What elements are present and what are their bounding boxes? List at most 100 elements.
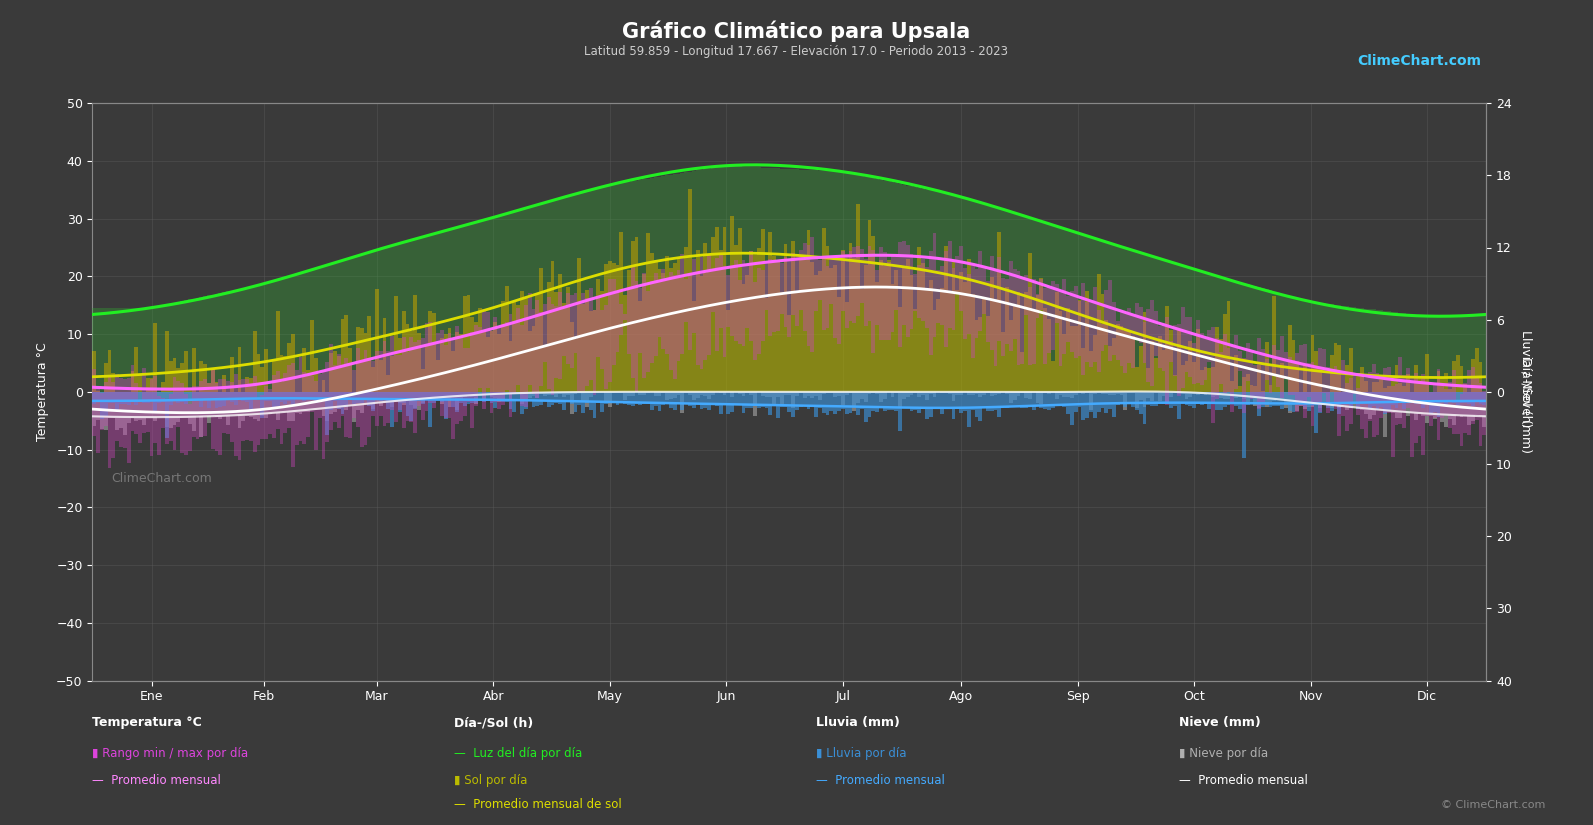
Bar [849, 392, 852, 394]
Bar [784, 169, 787, 244]
Bar [1276, 293, 1281, 375]
Bar [685, 280, 688, 322]
Bar [1177, 265, 1180, 329]
Bar [1013, 214, 1016, 306]
Bar [773, 168, 776, 256]
Bar [1287, 392, 1292, 411]
Bar [1440, 392, 1445, 402]
Bar [726, 392, 730, 414]
Bar [1448, 392, 1451, 419]
Bar [707, 392, 710, 410]
Bar [1238, 392, 1243, 397]
Bar [983, 392, 986, 408]
Bar [913, 274, 918, 311]
Bar [1478, 316, 1483, 362]
Bar [1180, 392, 1185, 394]
Bar [298, 273, 303, 392]
Bar [142, 308, 147, 392]
Bar [997, 392, 1002, 417]
Bar [387, 247, 390, 375]
Bar [1066, 308, 1070, 392]
Bar [456, 332, 459, 392]
Bar [1273, 346, 1276, 376]
Text: © ClimeChart.com: © ClimeChart.com [1440, 800, 1545, 810]
Bar [475, 222, 478, 322]
Bar [937, 270, 940, 323]
Bar [413, 392, 417, 408]
Bar [589, 191, 593, 311]
Bar [1043, 392, 1047, 393]
Bar [161, 305, 166, 382]
Bar [615, 184, 620, 265]
Bar [177, 302, 180, 368]
Bar [406, 242, 409, 324]
Bar [1407, 368, 1410, 408]
Bar [1391, 392, 1394, 412]
Y-axis label: Lluvia / Nieve (mm): Lluvia / Nieve (mm) [1520, 330, 1532, 454]
Bar [390, 392, 393, 407]
Bar [1082, 283, 1085, 375]
Bar [1169, 341, 1172, 362]
Bar [1287, 326, 1292, 392]
Bar [1134, 366, 1139, 392]
Bar [223, 375, 226, 392]
Bar [1016, 392, 1021, 408]
Bar [1142, 392, 1147, 423]
Bar [344, 259, 349, 315]
Bar [1139, 307, 1142, 343]
Bar [855, 392, 860, 415]
Bar [1131, 336, 1134, 392]
Bar [906, 186, 910, 258]
Bar [527, 392, 532, 398]
Bar [1207, 273, 1211, 368]
Bar [945, 251, 948, 347]
Bar [1464, 384, 1467, 392]
Bar [871, 178, 875, 235]
Bar [188, 389, 191, 392]
Bar [406, 351, 409, 421]
Bar [1432, 392, 1437, 412]
Bar [1344, 306, 1349, 365]
Bar [921, 263, 926, 392]
Bar [1383, 389, 1388, 392]
Bar [836, 257, 841, 344]
Bar [1185, 361, 1188, 392]
Bar [1249, 392, 1254, 404]
Bar [715, 257, 718, 351]
Bar [718, 250, 723, 392]
Bar [1464, 392, 1467, 416]
Bar [1055, 292, 1059, 392]
Bar [1180, 365, 1185, 392]
Text: —  Luz del día por día: — Luz del día por día [454, 747, 583, 761]
Bar [1032, 311, 1035, 392]
Bar [913, 309, 918, 392]
Bar [421, 392, 425, 404]
Bar [1109, 392, 1112, 409]
Bar [573, 392, 577, 412]
Bar [139, 375, 142, 392]
Bar [746, 275, 749, 392]
Bar [1306, 363, 1311, 397]
Bar [489, 331, 494, 392]
Bar [738, 280, 742, 345]
Bar [1027, 253, 1032, 392]
Bar [166, 402, 169, 445]
Bar [1246, 392, 1249, 403]
Bar [1330, 355, 1333, 392]
Bar [1074, 392, 1077, 412]
Bar [314, 392, 317, 410]
Bar [241, 392, 245, 422]
Bar [371, 392, 374, 409]
Bar [1375, 392, 1380, 409]
Bar [432, 392, 436, 399]
Bar [1356, 392, 1360, 409]
Bar [532, 326, 535, 392]
Bar [1109, 346, 1112, 392]
Bar [516, 305, 519, 392]
Bar [108, 308, 112, 350]
Bar [1207, 392, 1211, 394]
Bar [849, 251, 852, 322]
Bar [1016, 392, 1021, 396]
Bar [363, 332, 368, 392]
Bar [1101, 324, 1104, 351]
